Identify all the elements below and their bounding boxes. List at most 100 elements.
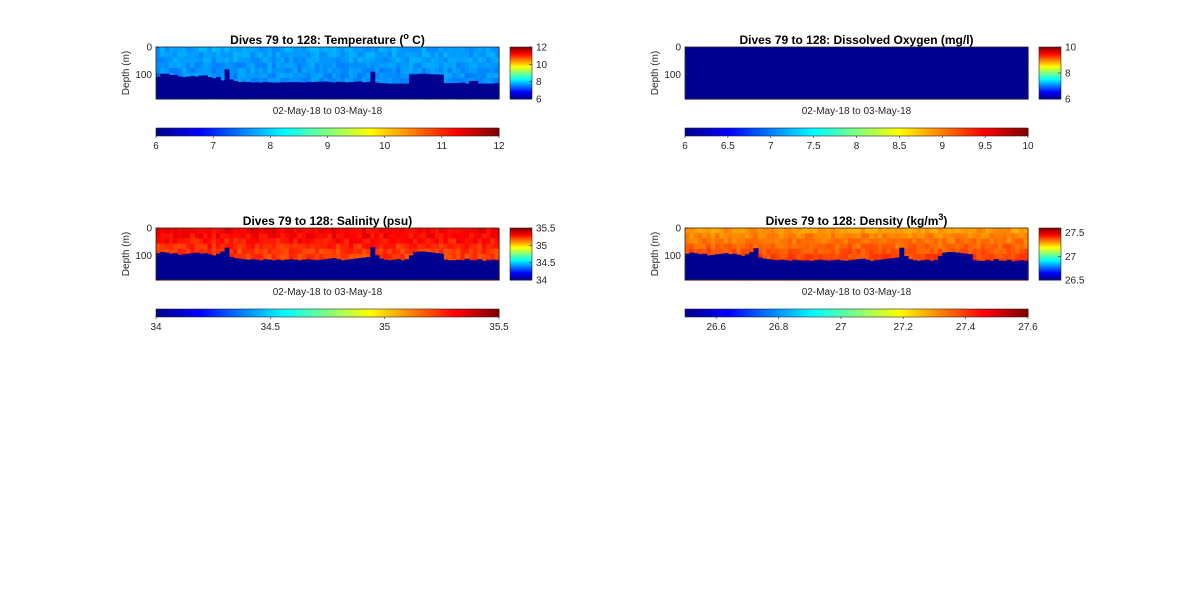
colorbar-segment bbox=[1039, 255, 1061, 257]
heatmap-cell bbox=[895, 238, 900, 245]
heatmap-cell bbox=[972, 238, 978, 245]
heatmap-cell bbox=[490, 228, 496, 234]
heatmap-cell bbox=[736, 243, 742, 250]
heatmap-cell bbox=[817, 238, 823, 245]
heatmap-cell bbox=[331, 228, 337, 234]
heatmap-cell bbox=[353, 243, 359, 250]
heatmap-cell bbox=[929, 228, 935, 234]
colorbar-segment bbox=[510, 234, 532, 236]
seafloor-column bbox=[740, 255, 746, 280]
colorbar-segment bbox=[488, 309, 492, 317]
colorbar-segment bbox=[311, 309, 315, 317]
heatmap-cell bbox=[946, 238, 952, 245]
heatmap-cell bbox=[456, 57, 462, 64]
colorbar-segment bbox=[1039, 277, 1061, 279]
colorbar-tick-label: 9 bbox=[939, 141, 945, 152]
heatmap-cell bbox=[198, 52, 204, 58]
heatmap-cell bbox=[344, 243, 350, 250]
colorbar-segment bbox=[510, 266, 532, 268]
colorbar-segment bbox=[915, 128, 919, 136]
heatmap-cell bbox=[237, 238, 243, 245]
heatmap-cell bbox=[323, 67, 329, 74]
heatmap-cell bbox=[310, 57, 316, 64]
heatmap-cell bbox=[228, 254, 234, 260]
colorbar-frame bbox=[509, 227, 533, 281]
colorbar-segment bbox=[861, 128, 866, 136]
heatmap-cell bbox=[809, 254, 815, 260]
colorbar-segment bbox=[1039, 73, 1061, 76]
colorbar-segment bbox=[904, 128, 908, 136]
heatmap-cell bbox=[486, 243, 492, 250]
heatmap-cell bbox=[685, 248, 690, 255]
colorbar-segment bbox=[453, 128, 457, 136]
colorbar-segment bbox=[749, 309, 753, 317]
density-title: Dives 79 to 128: Density (kg/m3) bbox=[766, 212, 948, 228]
heatmap-cell bbox=[477, 238, 483, 245]
seafloor-column bbox=[370, 71, 376, 99]
heatmap-cell bbox=[865, 228, 870, 234]
colorbar-segment bbox=[466, 128, 471, 136]
seafloor-column bbox=[438, 253, 444, 280]
heatmap-cell bbox=[344, 78, 350, 84]
density-axes-frame bbox=[684, 227, 1029, 281]
heatmap-cell bbox=[434, 228, 440, 234]
seafloor-column bbox=[430, 252, 436, 280]
heatmap-cell bbox=[1006, 238, 1012, 245]
heatmap-cell bbox=[732, 228, 738, 234]
heatmap-cell bbox=[318, 52, 324, 58]
heatmap-cell bbox=[318, 73, 324, 79]
heatmap-cell bbox=[426, 67, 431, 74]
heatmap-cell bbox=[972, 254, 978, 260]
colorbar-segment bbox=[902, 309, 906, 317]
colorbar-segment bbox=[936, 128, 941, 136]
seafloor-column bbox=[860, 258, 866, 280]
colorbar-segment bbox=[480, 128, 484, 136]
heatmap-cell bbox=[254, 243, 260, 250]
heatmap-cell bbox=[314, 57, 320, 64]
heatmap-cell bbox=[400, 238, 406, 245]
colorbar-tick-label: 10 bbox=[1065, 43, 1077, 54]
heatmap-cell bbox=[203, 233, 209, 239]
heatmap-cell bbox=[378, 243, 384, 250]
heatmap-cell bbox=[830, 233, 836, 239]
seafloor-column bbox=[237, 82, 243, 99]
colorbar-segment bbox=[271, 309, 275, 317]
salinity-title: Dives 79 to 128: Salinity (psu) bbox=[243, 214, 412, 228]
colorbar-segment bbox=[1039, 269, 1061, 271]
colorbar-tick-label: 7.5 bbox=[807, 141, 821, 152]
colorbar-segment bbox=[510, 248, 532, 250]
heatmap-cell bbox=[318, 67, 324, 74]
heatmap-cell bbox=[237, 248, 243, 255]
heatmap-cell bbox=[464, 78, 470, 84]
heatmap-cell bbox=[993, 233, 999, 239]
seafloor-column bbox=[421, 73, 427, 99]
seafloor-column bbox=[490, 259, 496, 280]
heatmap-cell bbox=[715, 228, 720, 234]
heatmap-cell bbox=[796, 228, 802, 234]
heatmap-cell bbox=[689, 238, 695, 245]
heatmap-cell bbox=[156, 47, 161, 53]
heatmap-cell bbox=[839, 238, 845, 245]
colorbar-segment bbox=[225, 309, 229, 317]
colorbar-segment bbox=[490, 309, 495, 317]
seafloor-column bbox=[451, 260, 457, 280]
heatmap-cell bbox=[340, 238, 346, 245]
colorbar-segment bbox=[324, 309, 328, 317]
heatmap-cell bbox=[383, 57, 389, 64]
heatmap-cell bbox=[306, 233, 311, 239]
heatmap-cell bbox=[890, 233, 896, 239]
heatmap-cell bbox=[903, 248, 909, 255]
colorbar-segment bbox=[843, 309, 847, 317]
colorbar-segment bbox=[1039, 86, 1061, 88]
colorbar-segment bbox=[1039, 239, 1061, 241]
seafloor-column bbox=[306, 82, 311, 99]
colorbar-segment bbox=[944, 128, 949, 136]
heatmap-cell bbox=[340, 228, 346, 234]
heatmap-cell bbox=[430, 233, 436, 239]
colorbar-segment bbox=[340, 128, 345, 136]
heatmap-cell bbox=[421, 233, 427, 239]
colorbar-segment bbox=[727, 309, 732, 317]
seafloor-column bbox=[211, 78, 217, 99]
seafloor-column bbox=[486, 83, 492, 99]
heatmap-cell bbox=[160, 228, 166, 234]
